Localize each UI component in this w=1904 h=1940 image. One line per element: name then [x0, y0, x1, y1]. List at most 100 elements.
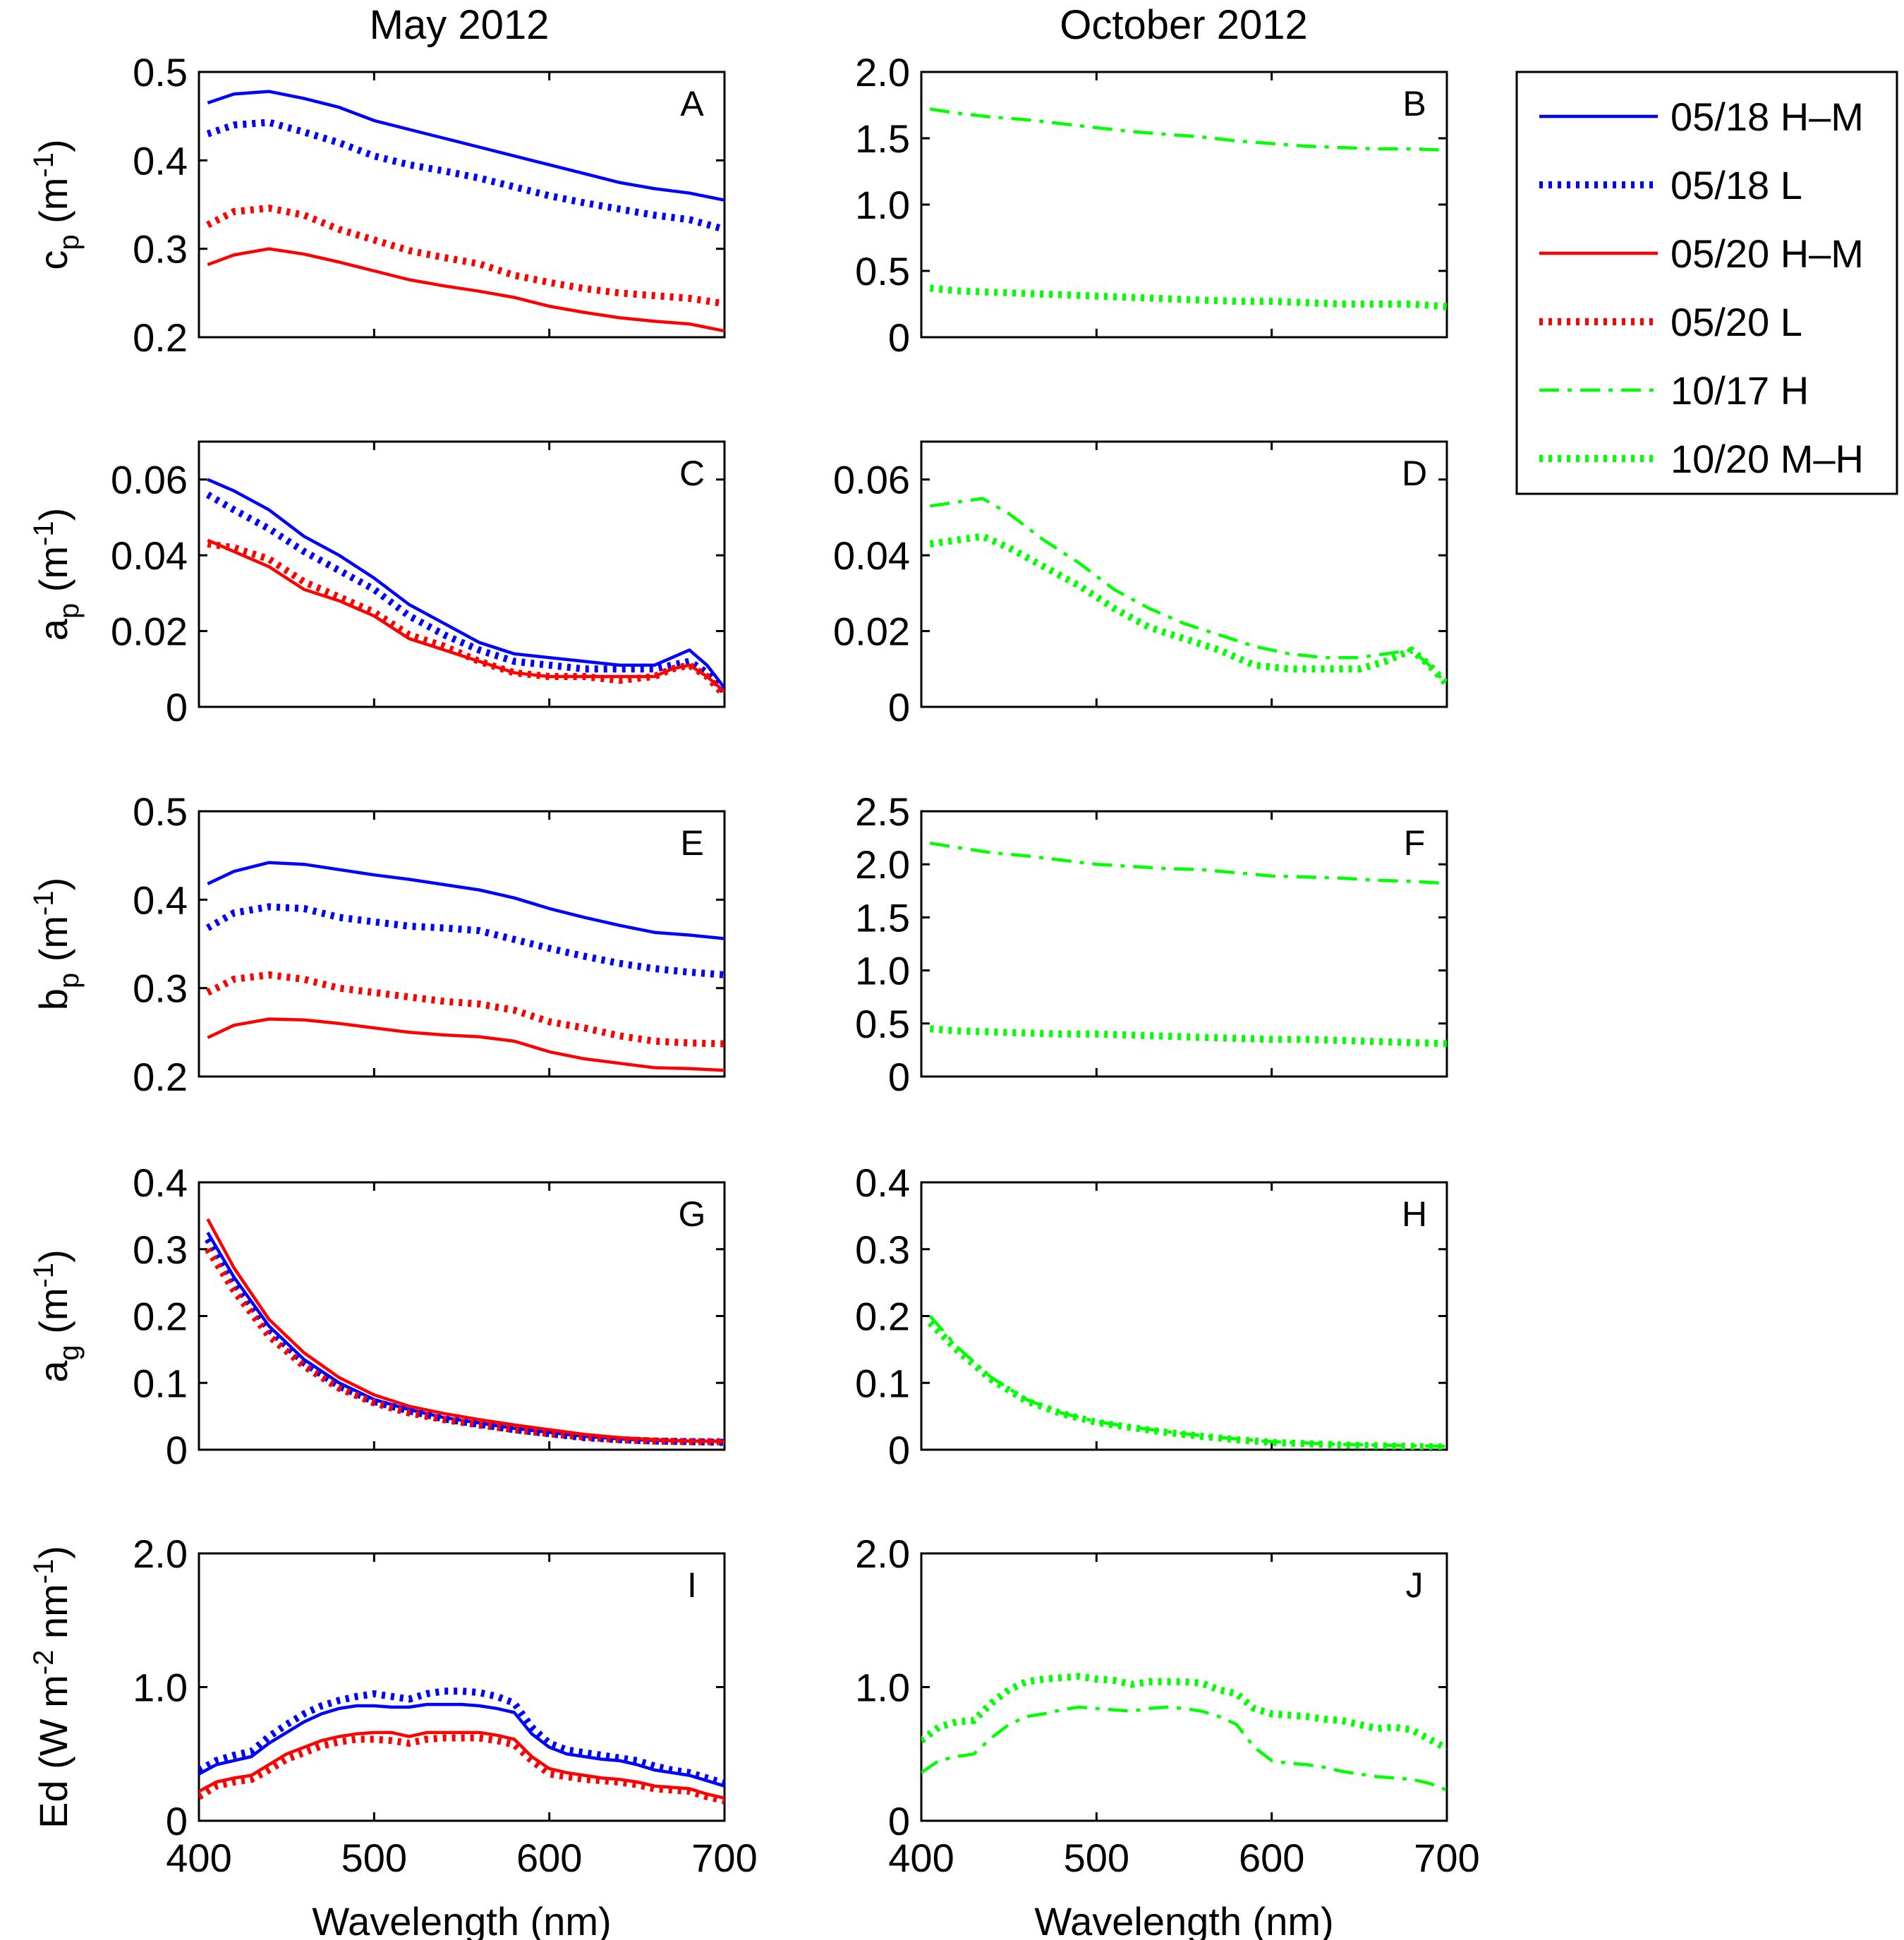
plot-area-c [198, 440, 726, 708]
series-line-h-2 [927, 1320, 1447, 1450]
panel-f: 0 0.5 1.0 1.5 2.0 2.5 F [855, 789, 1448, 1099]
y-tick-label-g: 0.3 [133, 1227, 188, 1272]
series-line-a-2 [206, 119, 724, 233]
panel-letter-h: H [1402, 1194, 1427, 1234]
y-axis-label-bp-close: ) [31, 878, 75, 891]
y-tick-label-g: 0.2 [133, 1295, 188, 1339]
x-axis-label-j: Wavelength (nm) [1034, 1899, 1333, 1940]
legend-label-1: 05/18 H–M [1670, 95, 1864, 139]
x-tick-label-j: 500 [1064, 1836, 1129, 1880]
y-axis-label-bp-sub: p [54, 973, 85, 988]
x-tick-label-j: 700 [1414, 1836, 1479, 1880]
y-tick-label-c: 0.04 [111, 533, 188, 578]
y-tick-label-i: 1.0 [133, 1666, 188, 1710]
series-line-e-4 [206, 971, 724, 1048]
y-tick-label-h: 0.2 [855, 1295, 910, 1339]
y-tick-label-f: 2.0 [855, 842, 910, 887]
panel-b: 0 0.5 1.0 1.5 2.0 B [855, 50, 1448, 360]
panel-letter-d: D [1402, 454, 1427, 493]
legend-label-2: 05/18 L [1670, 163, 1802, 207]
y-tick-label-d: 0.02 [833, 610, 910, 654]
y-tick-label-f: 1.0 [855, 949, 910, 993]
series-line-f-1 [930, 841, 1447, 885]
y-axis-label-cp-unit: (m [31, 178, 75, 235]
y-tick-label-c: 0.02 [111, 610, 188, 654]
y-axis-label-ap-unit: (m [31, 546, 75, 603]
y-axis-label-ed-sup1: -2 [28, 1650, 59, 1675]
y-tick-label-j: 0 [888, 1799, 910, 1843]
y-tick-label-d: 0.06 [833, 458, 910, 502]
y-tick-label-h: 0.3 [855, 1227, 910, 1272]
x-tick-label-i: 400 [166, 1836, 231, 1880]
y-tick-label-a: 0.3 [133, 227, 188, 272]
y-axis-label-ed-main: Ed (W m [31, 1675, 75, 1829]
y-tick-label-b: 2.0 [855, 50, 910, 95]
y-axis-label-ed-mid: nm [31, 1584, 75, 1649]
legend-label-6: 10/20 M–H [1670, 437, 1864, 481]
y-axis-label-cp-sub: p [54, 234, 85, 250]
x-tick-label-i: 700 [691, 1836, 757, 1880]
y-tick-label-f: 2.5 [855, 789, 910, 834]
y-axis-label-ag-main: a [31, 1360, 75, 1383]
y-axis-label-cp-main: c [31, 250, 75, 270]
panel-h: 0 0.1 0.2 0.3 0.4 H [855, 1160, 1448, 1472]
y-tick-label-b: 0.5 [855, 249, 910, 293]
y-tick-label-i: 0 [166, 1799, 188, 1843]
y-tick-label-h: 0.1 [855, 1361, 910, 1405]
y-axis-label-bp-sup: -1 [28, 890, 59, 916]
panel-letter-e: E [680, 823, 703, 863]
y-axis-label-ap: ap (m-1) [28, 508, 85, 641]
series-line-i-4 [199, 1734, 724, 1805]
series-line-c-1 [207, 478, 724, 689]
y-tick-label-d: 0 [888, 685, 910, 729]
x-axis-label-i: Wavelength (nm) [312, 1899, 611, 1940]
series-line-b-1 [930, 107, 1447, 152]
y-axis-label-ed-close: ) [31, 1546, 75, 1559]
x-tick-label-i: 600 [516, 1836, 582, 1880]
panel-d: 0 0.02 0.04 0.06 D [833, 440, 1448, 729]
panel-letter-b: B [1402, 84, 1426, 123]
plot-area-a [198, 71, 726, 339]
y-axis-label-ap-main: a [31, 618, 75, 641]
series-line-a-3 [207, 247, 724, 333]
series-line-g-4 [205, 1247, 724, 1445]
y-axis-label-bp: bp (m-1) [28, 878, 85, 1011]
series-line-c-4 [207, 540, 724, 698]
x-tick-label-i: 500 [341, 1836, 407, 1880]
panel-letter-j: J [1406, 1565, 1424, 1605]
panel-a: 0.2 0.3 0.4 0.5 Acp (m-1) [28, 50, 726, 360]
y-tick-label-b: 0 [888, 315, 910, 360]
series-line-c-2 [205, 491, 724, 694]
y-axis-label-ag-sup: -1 [28, 1263, 59, 1288]
y-axis-label-cp-sup: -1 [28, 152, 59, 178]
panel-e: 0.2 0.3 0.4 0.5 Ebp (m-1) [28, 789, 726, 1099]
legend-label-3: 05/20 H–M [1670, 231, 1864, 276]
y-tick-label-a: 0.5 [133, 50, 188, 95]
y-tick-label-g: 0.1 [133, 1361, 188, 1405]
y-tick-label-f: 1.5 [855, 895, 910, 940]
y-axis-label-ag-unit: (m [31, 1287, 75, 1345]
series-line-e-1 [207, 861, 724, 940]
y-axis-label-ed: Ed (W m-2 nm-1) [28, 1546, 75, 1829]
x-tick-label-j: 600 [1239, 1836, 1304, 1880]
y-axis-label-cp-close: ) [31, 139, 75, 152]
y-tick-label-b: 1.5 [855, 116, 910, 161]
x-tick-label-j: 400 [888, 1836, 954, 1880]
y-axis-label-ap-sup: -1 [28, 521, 59, 546]
panel-g: 0 0.1 0.2 0.3 0.4 Gag (m-1) [28, 1160, 726, 1472]
y-tick-label-f: 0.5 [855, 1002, 910, 1046]
y-tick-label-a: 0.2 [133, 315, 188, 360]
y-tick-label-h: 0 [888, 1428, 910, 1472]
series-line-e-3 [207, 1017, 724, 1072]
column-title-october: October 2012 [1060, 2, 1307, 48]
panel-c: 0 0.02 0.04 0.06 Cap (m-1) [28, 440, 726, 729]
y-axis-label-ag-close: ) [31, 1249, 75, 1263]
plot-area-f [920, 810, 1448, 1078]
y-tick-label-j: 2.0 [855, 1532, 910, 1576]
y-tick-label-a: 0.4 [133, 138, 188, 183]
panel-letter-a: A [680, 84, 704, 123]
y-tick-label-d: 0.04 [833, 533, 910, 578]
y-tick-label-e: 0.5 [133, 789, 188, 834]
y-axis-label-ag-sub: g [54, 1345, 85, 1360]
